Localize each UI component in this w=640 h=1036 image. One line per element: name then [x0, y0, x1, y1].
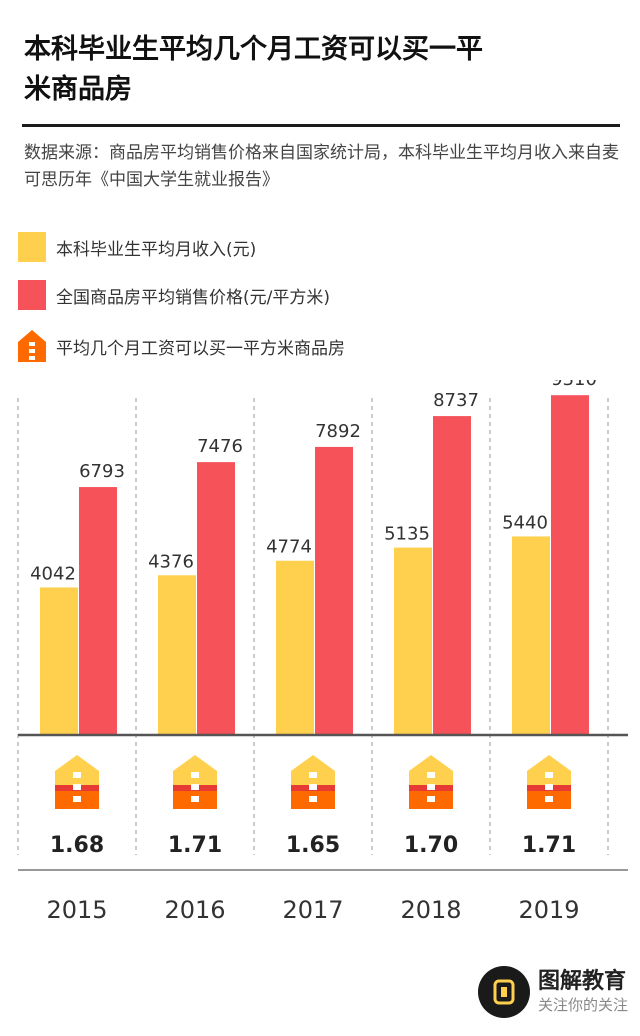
- bar-price-2015: [79, 487, 117, 735]
- bar-price-2019: [551, 395, 589, 735]
- legend-label-price: 全国商品房平均销售价格(元/平方米): [56, 287, 330, 308]
- data-label-income-2017: 4774: [266, 537, 312, 558]
- house-window-icon: [309, 784, 317, 790]
- house-roof-icon: [55, 755, 99, 785]
- ratio-label-2016: 1.71: [168, 833, 222, 858]
- house-roof-icon: [527, 755, 571, 785]
- legend-swatch-price: [18, 280, 46, 310]
- house-window-icon: [427, 796, 435, 802]
- legend-item-price: 全国商品房平均销售价格(元/平方米): [18, 280, 330, 310]
- legend-item-income: 本科毕业生平均月收入(元): [18, 232, 256, 262]
- data-label-price-2017: 7892: [315, 421, 361, 442]
- house-roof-icon: [173, 755, 217, 785]
- house-window-icon: [191, 784, 199, 790]
- house-icon: [18, 330, 46, 362]
- house-window-icon: [545, 796, 553, 802]
- house-window-icon: [191, 796, 199, 802]
- legend-swatch-income: [18, 232, 46, 262]
- bar-income-2016: [158, 575, 196, 735]
- bar-chart: 4042 6793 1.68 2015 4376 7476 1.71 2016 4774 7892…: [17, 380, 628, 924]
- brand-watermark: 图解教育 关注你的关注: [477, 966, 628, 1018]
- x-tick-label-2015: 2015: [46, 896, 107, 924]
- data-label-price-2019: 9310: [551, 380, 597, 390]
- data-label-income-2018: 5135: [384, 524, 430, 545]
- house-window-icon: [427, 772, 435, 778]
- data-label-price-2018: 8737: [433, 390, 479, 411]
- bar-income-2018: [394, 547, 432, 735]
- data-label-income-2015: 4042: [30, 563, 76, 584]
- bar-income-2019: [512, 536, 550, 735]
- bar-income-2017: [276, 560, 314, 735]
- data-label-price-2015: 6793: [79, 461, 125, 482]
- x-tick-label-2017: 2017: [282, 896, 343, 924]
- data-label-price-2016: 7476: [197, 436, 243, 457]
- data-source-note: 数据来源：商品房平均销售价格来自国家统计局，本科毕业生平均月收入来自麦可思历年《…: [24, 143, 619, 190]
- house-window-icon: [73, 772, 81, 778]
- house-window-icon: [73, 784, 81, 790]
- brand-slogan: 关注你的关注: [537, 996, 628, 1014]
- title-divider: [22, 124, 620, 127]
- house-roof-icon: [291, 755, 335, 785]
- ratio-label-2015: 1.68: [50, 833, 104, 858]
- ratio-label-2018: 1.70: [404, 833, 458, 858]
- brand-logo-icon: [477, 966, 530, 1018]
- house-window-icon: [545, 772, 553, 778]
- legend-label-income: 本科毕业生平均月收入(元): [56, 239, 257, 260]
- house-window-icon: [73, 796, 81, 802]
- bar-income-2015: [40, 587, 78, 735]
- legend-label-ratio: 平均几个月工资可以买一平方米商品房: [56, 338, 345, 359]
- bar-price-2017: [315, 446, 353, 735]
- house-window-icon: [545, 784, 553, 790]
- x-tick-label-2016: 2016: [164, 896, 225, 924]
- ratio-label-2019: 1.71: [522, 833, 576, 858]
- brand-name: 图解教育: [537, 969, 626, 994]
- x-tick-label-2018: 2018: [400, 896, 461, 924]
- ratio-label-2017: 1.65: [286, 833, 340, 858]
- house-roof-icon: [409, 755, 453, 785]
- chart-title: 本科毕业生平均几个月工资可以买一平米商品房: [24, 34, 483, 105]
- data-label-income-2016: 4376: [148, 551, 194, 572]
- house-window-icon: [191, 772, 199, 778]
- data-label-income-2019: 5440: [502, 512, 548, 533]
- house-window-icon: [309, 796, 317, 802]
- house-window-icon: [427, 784, 435, 790]
- x-tick-label-2019: 2019: [518, 896, 579, 924]
- house-window-icon: [309, 772, 317, 778]
- bar-price-2016: [197, 462, 235, 735]
- bar-price-2018: [433, 416, 471, 735]
- legend-item-ratio: 平均几个月工资可以买一平方米商品房: [18, 330, 345, 362]
